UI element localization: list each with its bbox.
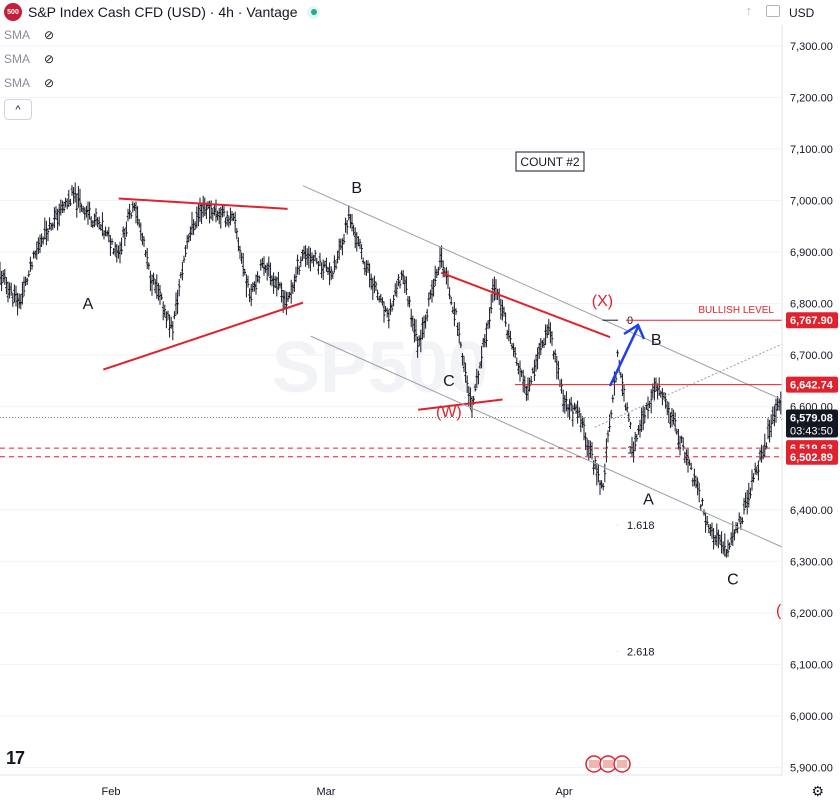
wave-label: A: [83, 296, 94, 313]
eye-hidden-icon[interactable]: ⊘: [44, 28, 55, 42]
fib-level-label: 1.618: [627, 520, 655, 532]
wave-label: (X): [592, 293, 613, 310]
chevron-up-icon: ^: [15, 103, 21, 116]
price-label-badge: [786, 376, 838, 393]
wave-label: B: [651, 332, 662, 349]
us-event-flag-icon: [617, 760, 627, 768]
top-toolbar: ↑: [745, 3, 780, 18]
bullish-level-label: BULLISH LEVEL: [698, 305, 774, 316]
chart-header: 500 S&P Index Cash CFD (USD) · 4h · Vant…: [4, 3, 321, 21]
bullish-arrow-line[interactable]: [608, 326, 640, 387]
indicator-sma-2[interactable]: SMA ⊘: [4, 52, 54, 66]
count-label-box: [515, 151, 585, 172]
indicator-sma-3[interactable]: SMA ⊘: [4, 76, 54, 90]
tradingview-logo[interactable]: 17: [6, 748, 25, 768]
price-axis-tick: 5,900.00: [790, 762, 833, 774]
price-axis-tick: 6,400.00: [790, 505, 833, 517]
bullish-arrow-head[interactable]: [623, 323, 646, 340]
wave-label: C: [443, 373, 455, 390]
fib-level-label: 0: [627, 315, 633, 327]
time-axis-tick: Mar: [317, 786, 336, 798]
price-axis-tick: 7,000.00: [790, 196, 833, 208]
price-label-text: 6,767.90: [790, 315, 833, 327]
price-label-text: 6,579.08: [790, 412, 833, 424]
us-event-flag-icon[interactable]: [613, 755, 631, 773]
fullscreen-icon[interactable]: [766, 4, 780, 17]
flag-upper-line[interactable]: [440, 271, 611, 339]
price-axis-tick: 6,200.00: [790, 608, 833, 620]
price-axis-tick: 6,100.00: [790, 659, 833, 671]
price-label-badge: [786, 409, 838, 438]
channel-upper-line[interactable]: [302, 185, 818, 416]
flag-lower-line[interactable]: [418, 398, 503, 411]
price-label-text: 6,642.74: [790, 380, 834, 392]
wave-label: A: [643, 492, 654, 509]
wave-label: C: [727, 571, 739, 588]
eye-hidden-icon[interactable]: ⊘: [44, 76, 55, 90]
watermark-text: SP500: [272, 328, 488, 408]
indicator-sma-1[interactable]: SMA ⊘: [4, 28, 54, 42]
price-label-badge: [786, 312, 838, 329]
currency-label: USD: [789, 5, 815, 20]
price-axis-tick: 6,000.00: [790, 711, 833, 723]
count-label: COUNT #2: [520, 155, 579, 169]
currency-selector[interactable]: USD: [783, 0, 840, 25]
time-axis-tick: Apr: [555, 786, 572, 798]
symbol-title[interactable]: S&P Index Cash CFD (USD) · 4h · Vantage: [28, 4, 298, 20]
channel-lower-line[interactable]: [310, 335, 840, 574]
price-axis-tick: 7,200.00: [790, 93, 833, 105]
triangle-lower-line[interactable]: [103, 301, 304, 371]
wave-label: (W): [436, 404, 462, 421]
collapse-indicators-button[interactable]: ^: [4, 99, 32, 120]
price-axis-tick: 7,300.00: [790, 41, 833, 53]
price-axis-tick: 6,300.00: [790, 556, 833, 568]
fib-level-label: 1: [627, 444, 633, 456]
symbol-logo: 500: [4, 3, 22, 21]
fib-level-label: 2.618: [627, 646, 655, 658]
settings-icon[interactable]: ⚙: [811, 783, 824, 799]
price-axis-tick: 7,100.00: [790, 144, 833, 156]
market-open-icon: [307, 5, 321, 19]
indicator-label: SMA: [4, 76, 31, 90]
indicator-label: SMA: [4, 28, 31, 42]
arrow-up-icon[interactable]: ↑: [745, 3, 753, 18]
price-label-badge: [786, 448, 838, 465]
us-event-flag-icon: [589, 760, 599, 768]
triangle-upper-line[interactable]: [118, 197, 288, 210]
time-axis-tick: Feb: [102, 786, 121, 798]
wave-label: B: [351, 180, 362, 197]
price-axis-tick: 6,900.00: [790, 247, 833, 259]
eye-hidden-icon[interactable]: ⊘: [44, 52, 55, 66]
price-label-text: 6,502.89: [790, 452, 833, 464]
price-bars: [0, 182, 826, 558]
price-axis-tick: 6,700.00: [790, 350, 833, 362]
countdown-text: 03:43:50: [790, 425, 833, 437]
us-event-flag-icon: [603, 760, 613, 768]
indicator-label: SMA: [4, 52, 31, 66]
price-axis-tick: 6,800.00: [790, 299, 833, 311]
